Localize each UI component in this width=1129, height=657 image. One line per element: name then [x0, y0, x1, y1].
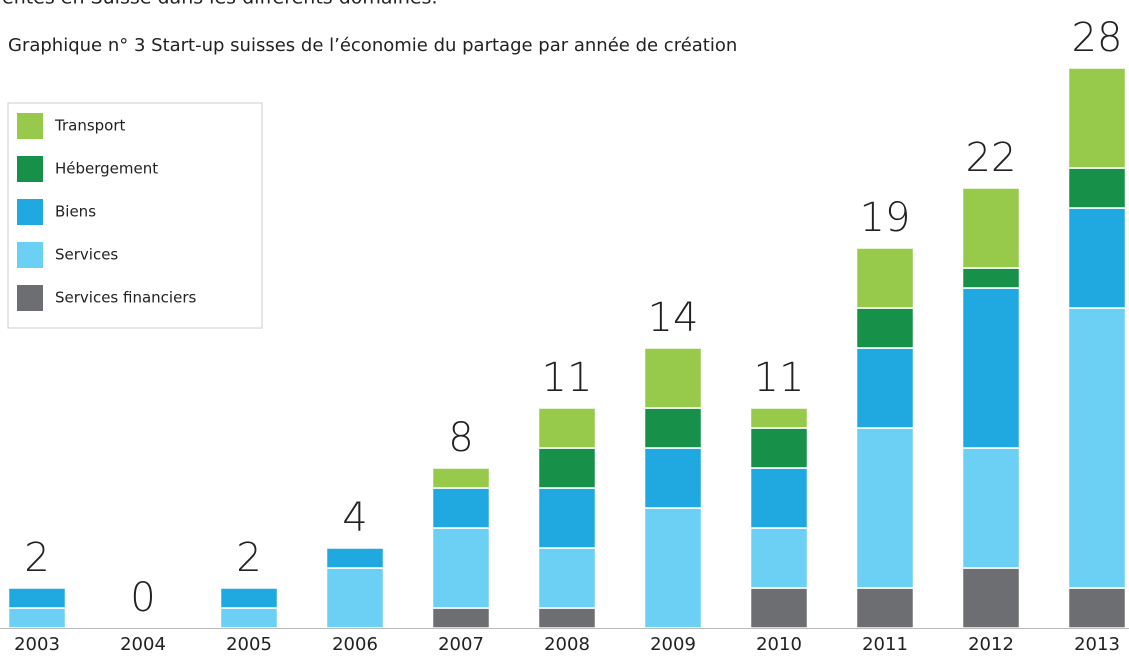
x-tick-label: 2012 — [968, 634, 1014, 655]
bar-segment — [1067, 207, 1127, 309]
heading-fragment: entes en Suisse dans les différents doma… — [2, 0, 438, 9]
x-tick-label: 2009 — [650, 634, 696, 655]
chart-title: Graphique n° 3 Start-up suisses de l’éco… — [8, 35, 737, 56]
x-tick-label: 2013 — [1074, 634, 1120, 655]
total-label: 28 — [1072, 15, 1123, 61]
legend-swatch — [17, 113, 43, 139]
bar-segment — [537, 447, 597, 489]
bar-segment — [1067, 67, 1127, 169]
x-tick-label: 2006 — [332, 634, 378, 655]
total-label: 2 — [24, 535, 49, 581]
bar-segment — [219, 587, 279, 609]
bar-segment — [855, 307, 915, 349]
bar-segment — [961, 567, 1021, 629]
x-tick-label: 2010 — [756, 634, 802, 655]
total-label: 19 — [860, 195, 911, 241]
total-label: 11 — [754, 355, 805, 401]
x-tick-label: 2007 — [438, 634, 484, 655]
bar-segment — [855, 247, 915, 309]
bar-segment — [7, 587, 67, 609]
bar-segment — [325, 547, 385, 569]
legend-label: Biens — [55, 203, 96, 221]
bar-segment — [431, 487, 491, 529]
x-tick-label: 2003 — [14, 634, 60, 655]
total-label: 0 — [130, 575, 155, 621]
bar-segment — [855, 347, 915, 429]
bar-segment — [643, 507, 703, 629]
bar-segment — [961, 447, 1021, 569]
legend-swatch — [17, 285, 43, 311]
bar-segment — [749, 467, 809, 529]
legend-label: Transport — [54, 117, 126, 135]
bar-segment — [961, 287, 1021, 449]
bar-segment — [537, 607, 597, 629]
bar-segment — [855, 587, 915, 629]
x-tick-label: 2004 — [120, 634, 166, 655]
bar-segment — [749, 587, 809, 629]
bar-segment — [961, 187, 1021, 269]
bar-segment — [537, 487, 597, 549]
total-label: 22 — [966, 135, 1017, 181]
legend-swatch — [17, 156, 43, 182]
bar-segment — [643, 447, 703, 509]
bar-segment — [1067, 307, 1127, 589]
bar-segment — [855, 427, 915, 589]
legend-swatch — [17, 199, 43, 225]
bar-segment — [325, 567, 385, 629]
legend-swatch — [17, 242, 43, 268]
total-label: 4 — [342, 495, 367, 541]
total-label: 11 — [542, 355, 593, 401]
bar-segment — [1067, 587, 1127, 629]
bar-segment — [749, 407, 809, 429]
total-label: 14 — [648, 295, 699, 341]
bar-segment — [643, 347, 703, 409]
legend-label: Hébergement — [55, 160, 158, 178]
bar-segment — [643, 407, 703, 449]
bar-segment — [431, 527, 491, 609]
bar-segment — [537, 407, 597, 449]
bar-segment — [961, 267, 1021, 289]
legend-box — [7, 102, 263, 329]
bar-segment — [1067, 167, 1127, 209]
bar-segment — [431, 607, 491, 629]
total-label: 8 — [448, 415, 473, 461]
bar-segment — [537, 547, 597, 609]
x-tick-label: 2011 — [862, 634, 908, 655]
bar-segment — [749, 527, 809, 589]
bar-segment — [219, 607, 279, 629]
legend-label: Services — [55, 246, 118, 264]
bar-segment — [7, 607, 67, 629]
bar-segment — [431, 467, 491, 489]
legend-label: Services financiers — [55, 289, 196, 307]
x-tick-label: 2008 — [544, 634, 590, 655]
total-label: 2 — [236, 535, 261, 581]
bar-segment — [749, 427, 809, 469]
x-tick-label: 2005 — [226, 634, 272, 655]
